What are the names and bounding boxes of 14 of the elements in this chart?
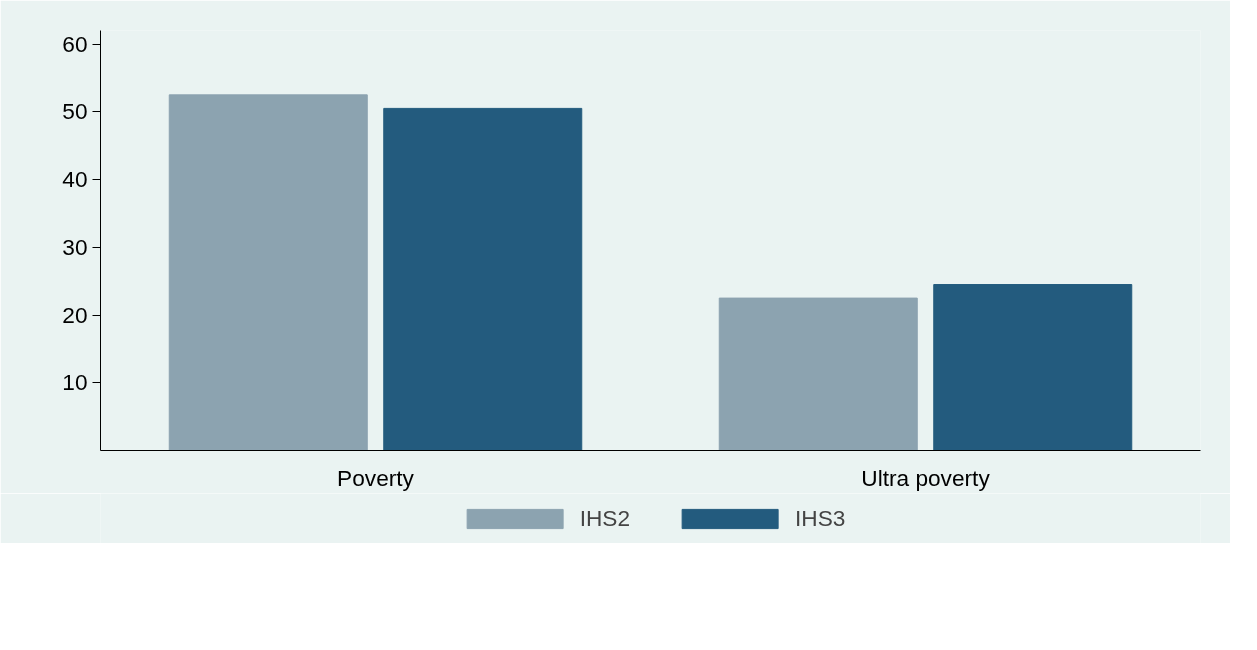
y-tick-label: 20 — [62, 301, 88, 328]
legend-label: IHS2 — [579, 504, 630, 532]
y-tick-label: 40 — [62, 166, 88, 193]
x-tick-label: Ultra poverty — [861, 464, 991, 491]
y-tick-label: 50 — [62, 98, 88, 125]
bar — [383, 107, 583, 451]
bar — [718, 297, 918, 451]
bar — [933, 284, 1133, 451]
y-tick-label: 60 — [62, 30, 88, 57]
legend-label: IHS3 — [795, 504, 846, 532]
y-tick-label: 30 — [62, 233, 88, 260]
y-tick-label: 10 — [62, 369, 88, 396]
x-tick-label: Poverty — [337, 464, 415, 491]
bar — [168, 94, 368, 451]
